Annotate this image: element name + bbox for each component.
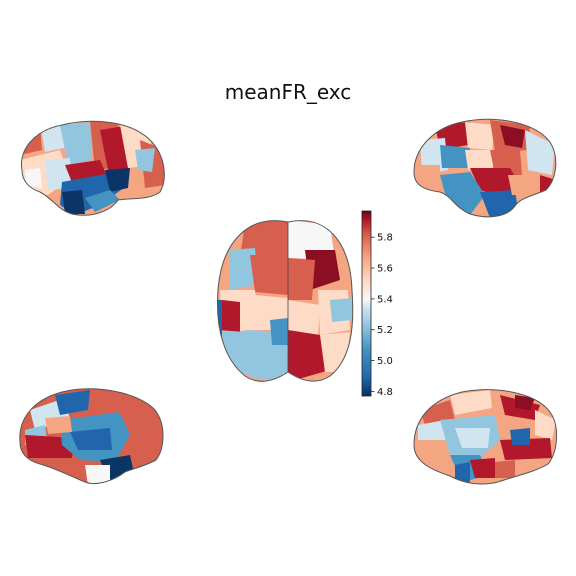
brain-view-left-medial bbox=[19, 388, 164, 485]
brain-view-right-medial bbox=[413, 389, 557, 485]
colorbar-tick-label: 5.8 bbox=[377, 233, 393, 244]
colorbar-tick-label: 5.0 bbox=[377, 356, 393, 367]
colorbar-gradient bbox=[361, 210, 372, 397]
colorbar-tick-label: 5.4 bbox=[377, 294, 393, 305]
brain-view-right-lateral bbox=[413, 118, 557, 218]
colorbar: 4.8 5.0 5.2 5.4 5.6 5.8 bbox=[361, 210, 393, 398]
colorbar-tick-label: 5.2 bbox=[377, 325, 393, 336]
chart-title: meanFR_exc bbox=[224, 80, 352, 104]
brain-view-dorsal bbox=[216, 220, 354, 382]
colorbar-tick-label: 5.6 bbox=[377, 264, 393, 275]
colorbar-tick-label: 4.8 bbox=[377, 387, 393, 398]
brain-view-left-lateral bbox=[20, 120, 165, 216]
